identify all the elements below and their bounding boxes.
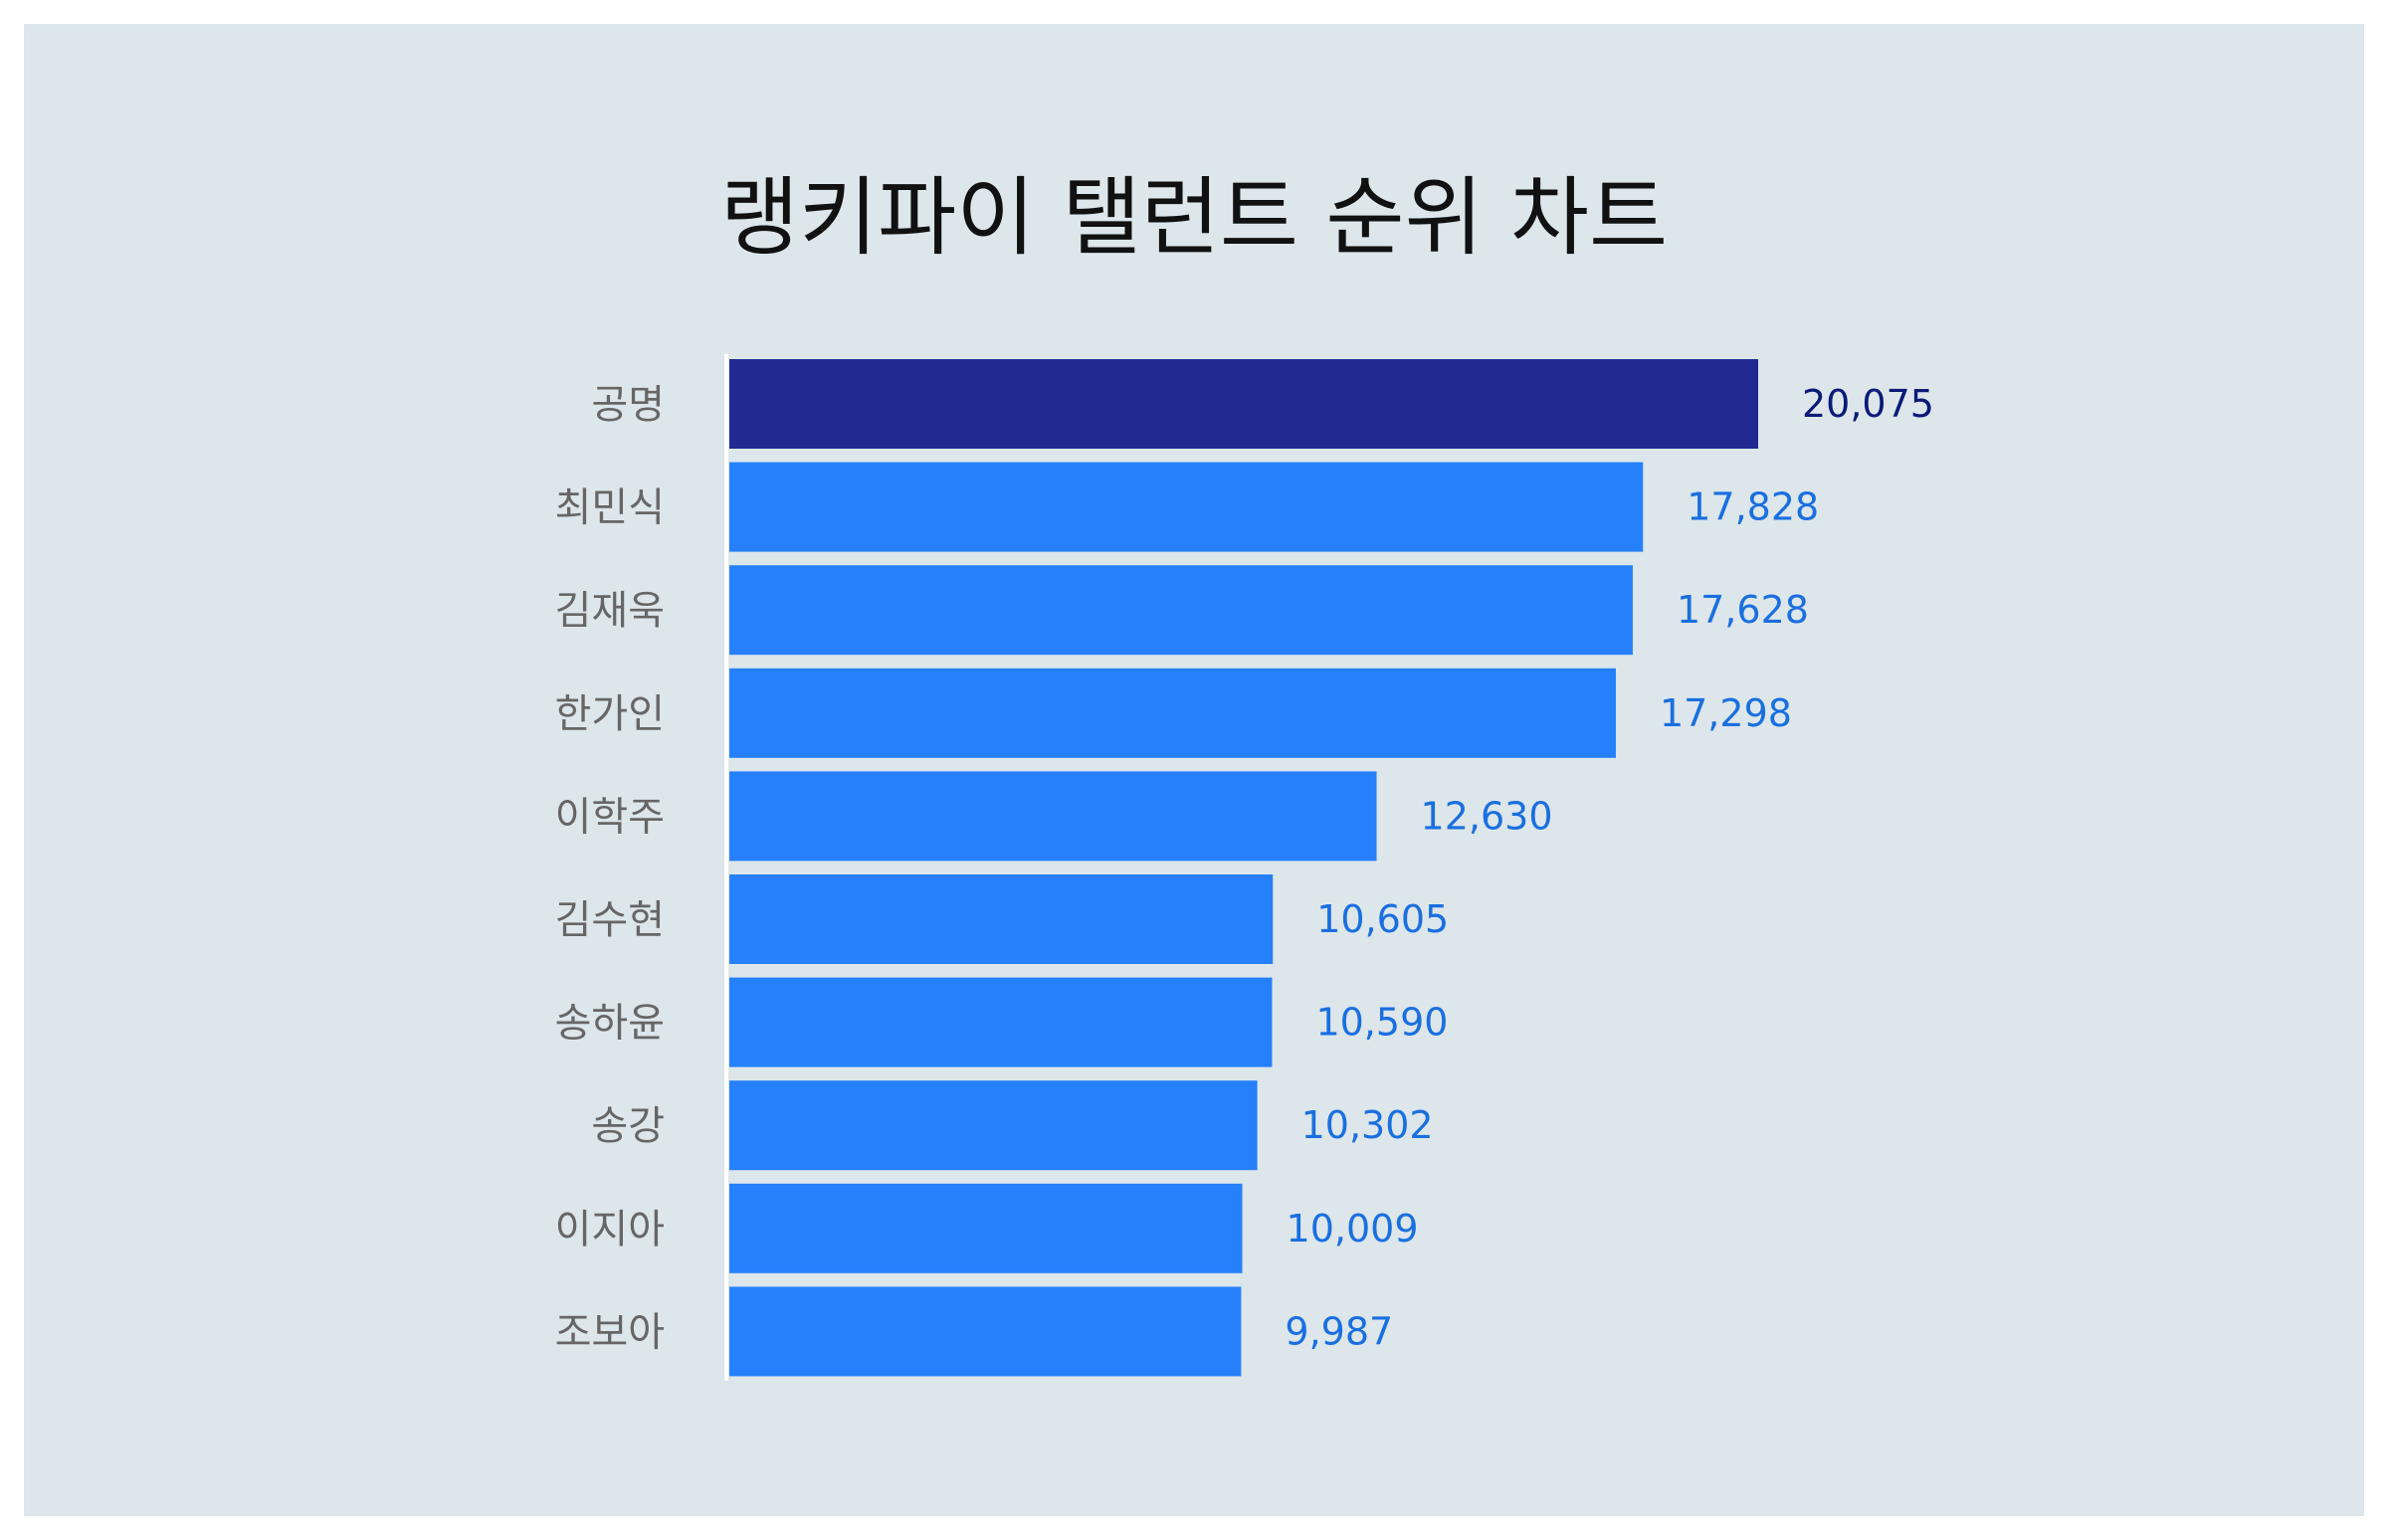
bar-7 <box>729 977 1273 1067</box>
bar-4 <box>729 668 1616 758</box>
category-label-4: 한가인 <box>555 691 665 737</box>
bar-1 <box>729 359 1758 449</box>
category-label-7: 송하윤 <box>555 1001 665 1047</box>
bar-3 <box>729 565 1633 656</box>
bar-10 <box>729 1286 1242 1377</box>
category-label-6: 김수현 <box>555 897 665 943</box>
bar-5 <box>729 771 1377 862</box>
category-label-8: 송강 <box>591 1103 665 1149</box>
value-label-4: 17,298 <box>1660 691 1792 735</box>
bar-9 <box>729 1183 1243 1273</box>
value-label-5: 12,630 <box>1421 794 1553 838</box>
value-label-7: 10,590 <box>1315 1001 1448 1045</box>
chart-title: 랭키파이 탤런트 순위 차트 <box>719 168 1669 268</box>
bar-2 <box>729 462 1644 552</box>
value-label-6: 10,605 <box>1316 897 1449 941</box>
value-label-1: 20,075 <box>1802 382 1934 426</box>
category-label-10: 조보아 <box>555 1309 665 1355</box>
bar-8 <box>729 1080 1258 1171</box>
value-label-3: 17,628 <box>1677 588 1809 632</box>
value-label-2: 17,828 <box>1687 485 1819 529</box>
value-label-10: 9,987 <box>1285 1309 1393 1353</box>
value-label-8: 10,302 <box>1301 1103 1434 1147</box>
category-label-2: 최민식 <box>555 485 665 531</box>
category-label-9: 이지아 <box>555 1207 665 1252</box>
category-label-1: 공명 <box>591 382 665 428</box>
bar-6 <box>729 874 1274 964</box>
category-label-5: 이학주 <box>555 794 665 840</box>
category-label-3: 김재욱 <box>555 588 665 634</box>
value-label-9: 10,009 <box>1287 1207 1419 1251</box>
